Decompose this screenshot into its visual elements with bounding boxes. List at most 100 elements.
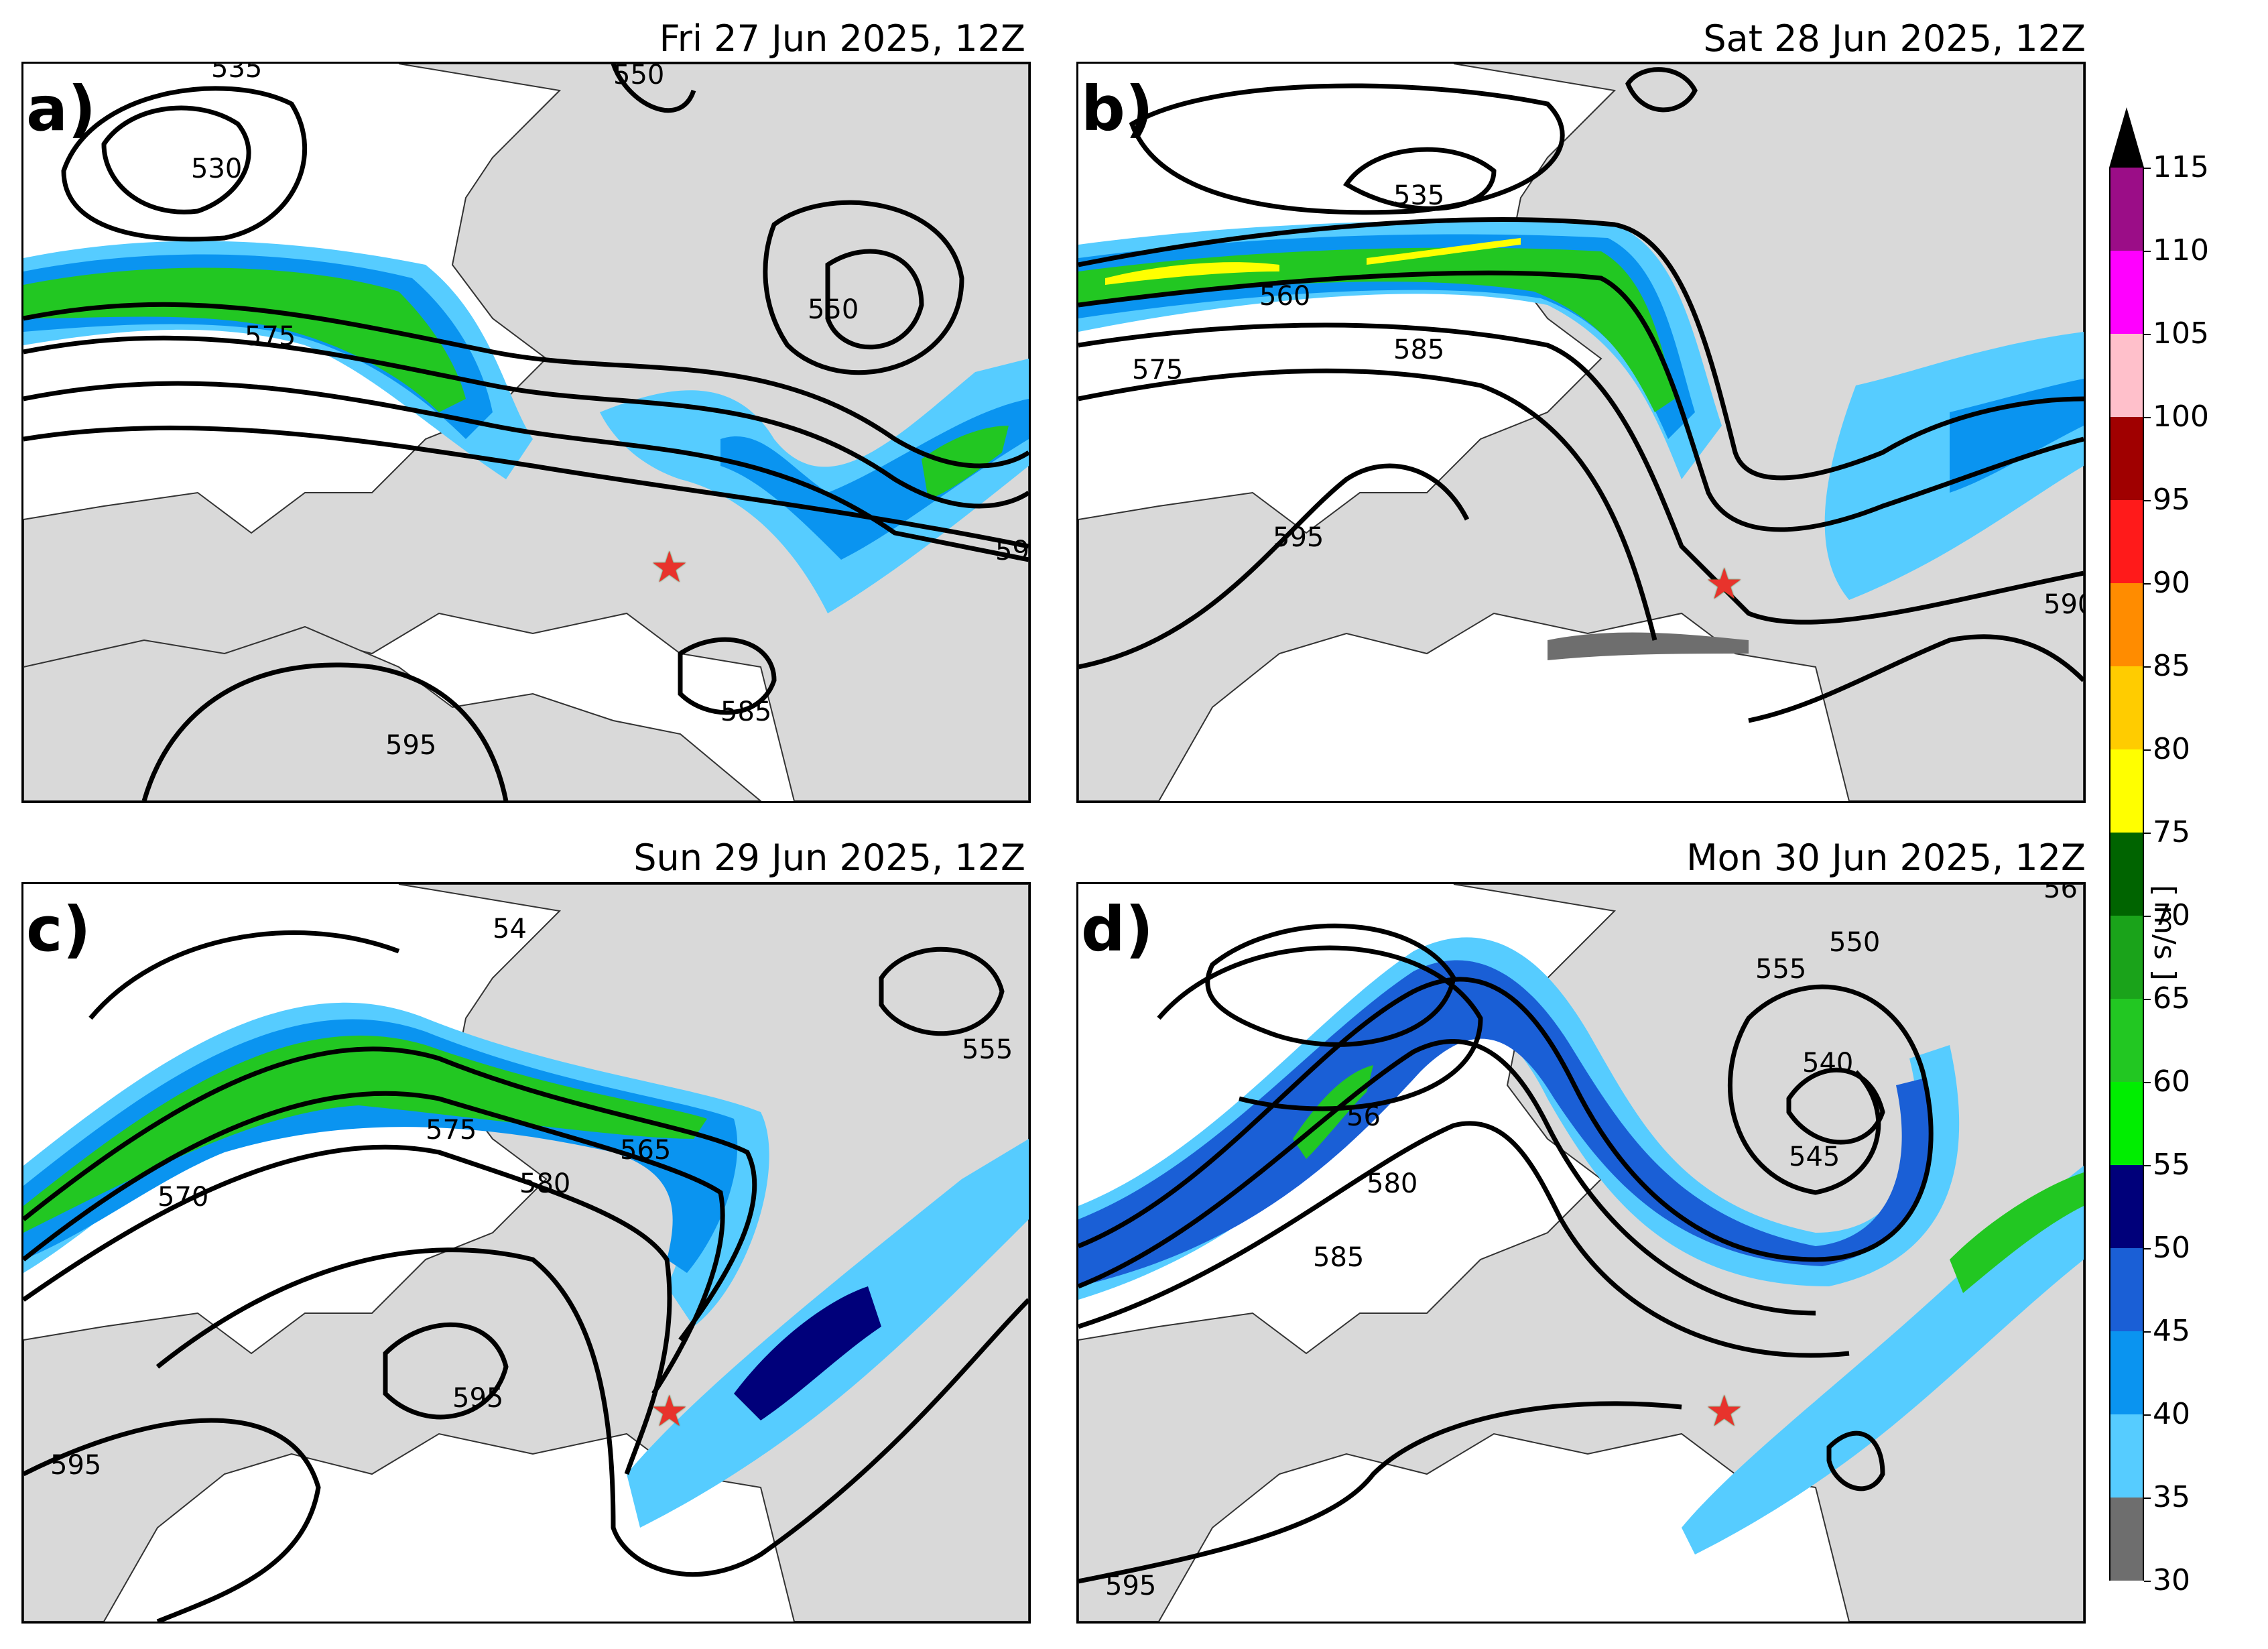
colorbar-tick-mark (2144, 168, 2151, 169)
colorbar-tick-label: 100 (2153, 400, 2209, 434)
panel-b-title: Sat 28 Jun 2025, 12Z (1703, 17, 2086, 60)
contour-label-595: 595 (1273, 522, 1324, 553)
contour-label-595b: 595 (50, 1450, 101, 1481)
colorbar-tick-mark (2144, 1331, 2151, 1333)
colorbar-tick-mark (2144, 1165, 2151, 1166)
colorbar-segment (2109, 500, 2144, 583)
contour-label-560: 560 (1259, 281, 1310, 312)
contour-label-545: 545 (1789, 1142, 1840, 1172)
contour-label-590: 590 (2043, 589, 2084, 620)
contour-label-56b: 56 (2043, 884, 2078, 904)
colorbar-segment (2109, 583, 2144, 666)
panel-a-title: Fri 27 Jun 2025, 12Z (659, 17, 1025, 60)
contour-label-54: 54 (493, 914, 527, 944)
colorbar-segment (2109, 1498, 2144, 1581)
contour-label-535: 535 (1393, 180, 1444, 211)
colorbar-tick-label: 65 (2153, 981, 2190, 1016)
jet-southeast-green (1950, 1172, 2084, 1293)
contour-label-585: 585 (720, 696, 771, 727)
colorbar-tick-label: 95 (2153, 483, 2190, 517)
jet-east-mid (720, 399, 1029, 560)
jet-core-yellow (1105, 262, 1279, 285)
colorbar-tick-mark (2144, 999, 2151, 1000)
colorbar-tick-mark (2144, 583, 2151, 585)
jet-south-grey (1548, 632, 1749, 660)
colorbar-tick-mark (2144, 833, 2151, 834)
colorbar-segment (2109, 999, 2144, 1082)
colorbar-segment (2109, 666, 2144, 749)
height-contours (1078, 923, 1934, 1584)
colorbar-tick-label: 60 (2153, 1064, 2190, 1099)
contour-label-540: 540 (1802, 1048, 1853, 1079)
panel-c-svg: 54 570 575 565 580 555 595 595 (23, 884, 1029, 1622)
colorbar-tick-label: 35 (2153, 1480, 2190, 1514)
colorbar-tick-mark (2144, 1498, 2151, 1499)
contour-label-570: 570 (158, 1182, 208, 1213)
jet-east-mid (1950, 379, 2084, 493)
colorbar-tick-label: 55 (2153, 1148, 2190, 1182)
height-contours (1078, 67, 2084, 723)
colorbar-tick-mark (2144, 666, 2151, 668)
colorbar-segment (2109, 334, 2144, 417)
colorbar-segment (2109, 749, 2144, 833)
jet-core-green (23, 1035, 707, 1233)
colorbar-tick-mark (2144, 916, 2151, 917)
colorbar-tick-label: 80 (2153, 732, 2190, 766)
contour-label-575: 575 (426, 1115, 477, 1146)
colorbar-tick-mark (2144, 1082, 2151, 1083)
jet-east-green (922, 426, 1009, 499)
colorbar-segment (2109, 168, 2144, 251)
height-contours (23, 64, 1029, 801)
jet-shading-outer (1078, 937, 1960, 1300)
colorbar-extend-arrow (2109, 107, 2144, 168)
colorbar-segment (2109, 833, 2144, 916)
colorbar-segment (2109, 916, 2144, 999)
contour-label-580: 580 (519, 1168, 570, 1199)
colorbar-tick-label: 105 (2153, 316, 2209, 351)
contour-label-555: 555 (1755, 954, 1806, 985)
panel-d-map: 555 550 540 545 56 580 585 595 56 d) ★ (1076, 882, 2086, 1624)
jet-core-yellow-2 (1367, 238, 1521, 265)
panel-b-svg: 535 560 585 575 595 590 (1078, 64, 2084, 801)
contour-label-585: 585 (1313, 1242, 1364, 1273)
contour-label-595: 595 (1105, 1571, 1156, 1601)
colorbar-tick-mark (2144, 417, 2151, 418)
land-africa (23, 625, 762, 801)
colorbar-tick-label: 70 (2153, 898, 2190, 932)
contour-label-595: 595 (385, 730, 436, 761)
jet-southeast-dark (734, 1286, 881, 1420)
colorbar-tick-label: 40 (2153, 1397, 2190, 1431)
contour-label-550: 550 (1829, 927, 1880, 958)
contour-label-550a: 550 (613, 64, 664, 90)
panel-c-label: c) (26, 894, 91, 965)
colorbar-segment (2109, 1414, 2144, 1498)
colorbar-tick-mark (2144, 749, 2151, 751)
colorbar-unit-label: [ m/s ] (2147, 885, 2182, 981)
colorbar-segment (2109, 1165, 2144, 1248)
colorbar-tick-mark (2144, 1414, 2151, 1416)
contour-label-575: 575 (245, 321, 296, 352)
colorbar-segment (2109, 1082, 2144, 1165)
colorbar-tick-label: 110 (2153, 233, 2209, 267)
colorbar-tick-label: 45 (2153, 1314, 2190, 1348)
panel-b-map: 535 560 585 575 595 590 b) ★ (1076, 62, 2086, 803)
red-star-icon: ★ (1705, 560, 1744, 609)
colorbar-segment (2109, 1248, 2144, 1331)
contour-label-580: 580 (1367, 1168, 1418, 1199)
panel-d-svg: 555 550 540 545 56 580 585 595 56 (1078, 884, 2084, 1622)
colorbar-segment (2109, 251, 2144, 334)
colorbar-tick-mark (2144, 251, 2151, 252)
jet-core-green (1078, 247, 1675, 412)
red-star-icon: ★ (650, 543, 689, 593)
red-star-icon: ★ (1705, 1387, 1744, 1437)
contour-label-555: 555 (962, 1034, 1013, 1065)
colorbar-tick-mark (2144, 334, 2151, 335)
colorbar-tick-label: 50 (2153, 1231, 2190, 1265)
panel-c-title: Sun 29 Jun 2025, 12Z (633, 837, 1025, 879)
contour-label-59: 59 (995, 536, 1029, 566)
contour-label-530: 530 (191, 154, 242, 184)
colorbar-segment (2109, 417, 2144, 500)
contour-label-56a: 56 (1346, 1101, 1381, 1132)
panel-a-svg: 535 530 550 550 575 595 585 59 (23, 64, 1029, 801)
colorbar-tick-label: 85 (2153, 649, 2190, 683)
